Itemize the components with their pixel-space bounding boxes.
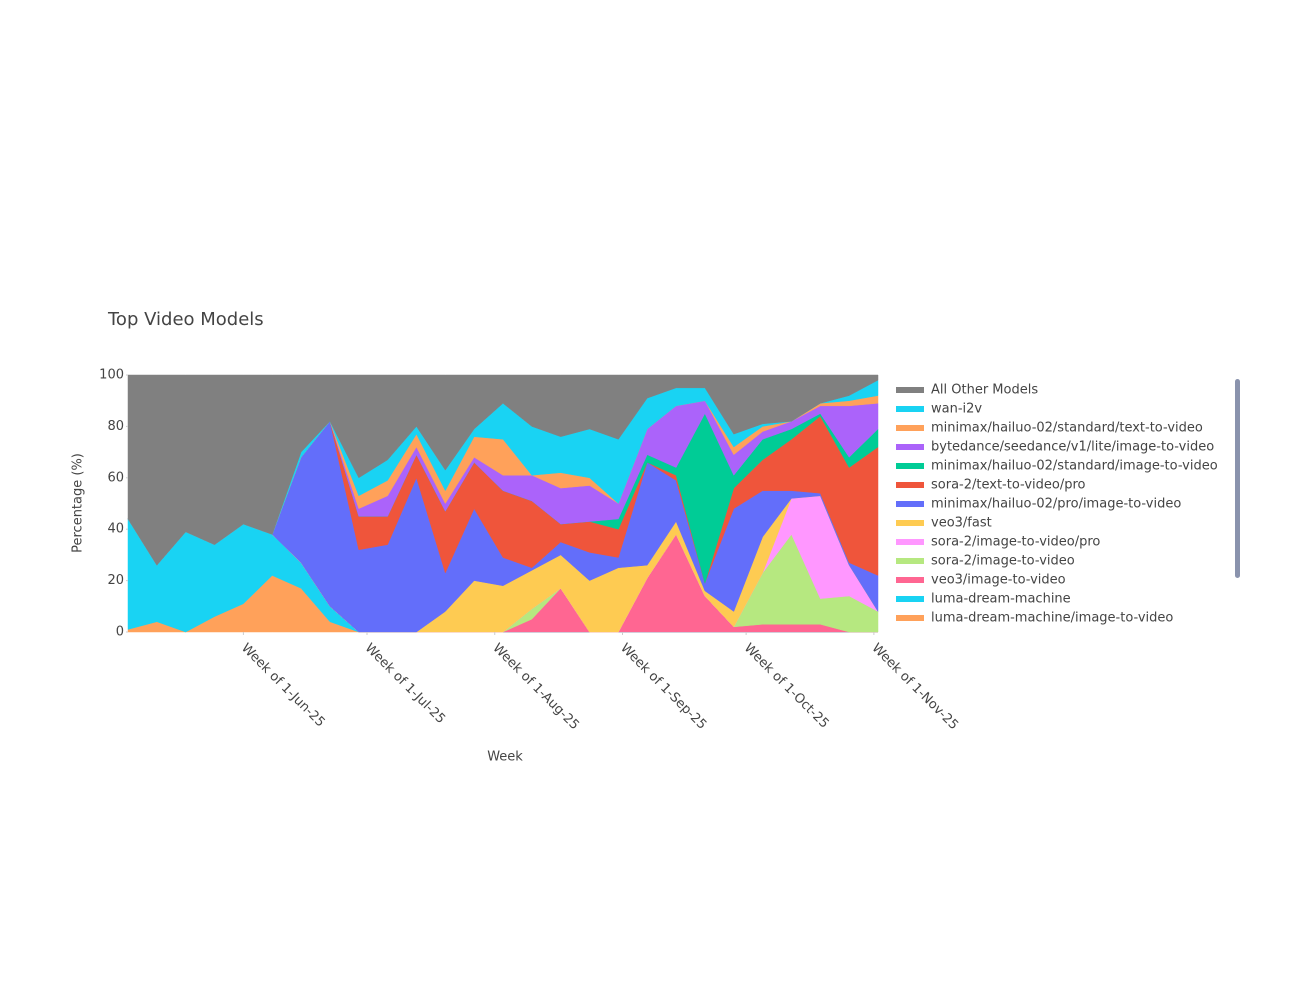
y-tick-label: 100 xyxy=(99,368,124,383)
legend-swatch xyxy=(896,596,924,602)
legend-swatch xyxy=(896,615,924,621)
x-tick-label: Week of 1-Oct-25 xyxy=(741,641,832,732)
legend: All Other Models wan-i2v minimax/hailuo-02… xyxy=(896,383,1218,626)
chart-title: Top Video Models xyxy=(107,309,264,330)
legend-swatch xyxy=(896,444,924,450)
legend-label: luma-dream-machine xyxy=(931,592,1071,607)
legend-swatch xyxy=(896,558,924,564)
legend-label: veo3/image-to-video xyxy=(931,573,1066,588)
legend-label: sora-2/text-to-video/pro xyxy=(931,478,1086,493)
y-axis-title: Percentage (%) xyxy=(71,453,86,553)
legend-swatch xyxy=(896,425,924,431)
legend-label: minimax/hailuo-02/standard/text-to-video xyxy=(931,421,1203,436)
legend-swatch xyxy=(896,501,924,507)
legend-label: minimax/hailuo-02/standard/image-to-vide… xyxy=(931,459,1218,474)
legend-label: veo3/fast xyxy=(931,516,992,531)
legend-label: sora-2/image-to-video xyxy=(931,554,1075,569)
legend-label: minimax/hailuo-02/pro/image-to-video xyxy=(931,497,1181,512)
y-tick-label: 20 xyxy=(107,573,124,588)
y-tick-label: 80 xyxy=(107,419,124,434)
x-tick-label: Week of 1-Sep-25 xyxy=(617,641,709,733)
legend-label: All Other Models xyxy=(931,383,1038,398)
x-tick-label: Week of 1-Jun-25 xyxy=(238,641,328,731)
x-tick-label: Week of 1-Nov-25 xyxy=(869,641,961,733)
legend-swatch xyxy=(896,482,924,488)
legend-swatch xyxy=(896,520,924,526)
legend-label: wan-i2v xyxy=(931,402,982,417)
legend-swatch xyxy=(896,463,924,469)
x-tick-label: Week of 1-Aug-25 xyxy=(489,641,581,733)
y-tick-label: 60 xyxy=(107,470,124,485)
plot-area xyxy=(127,374,879,633)
legend-swatch xyxy=(896,539,924,545)
x-tick-label: Week of 1-Jul-25 xyxy=(362,641,448,727)
y-tick-label: 40 xyxy=(107,522,124,537)
legend-label: bytedance/seedance/v1/lite/image-to-vide… xyxy=(931,440,1214,455)
legend-label: sora-2/image-to-video/pro xyxy=(931,535,1100,550)
legend-label: luma-dream-machine/image-to-video xyxy=(931,611,1173,626)
area xyxy=(127,374,879,566)
y-tick-label: 0 xyxy=(116,625,124,640)
legend-swatch xyxy=(896,387,924,393)
x-axis-title: Week xyxy=(487,750,523,765)
legend-swatch xyxy=(896,406,924,412)
legend-swatch xyxy=(896,577,924,583)
legend-scrollbar[interactable] xyxy=(1235,379,1240,578)
